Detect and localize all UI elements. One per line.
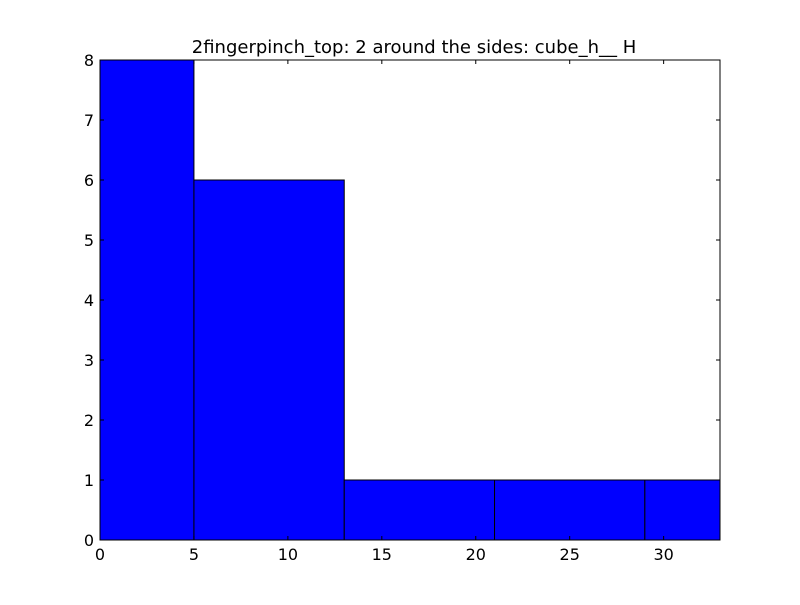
histogram-bar-0 bbox=[99, 59, 195, 541]
y-tick-label-2: 2 bbox=[84, 411, 94, 430]
histogram-bar-1 bbox=[193, 179, 345, 541]
y-tick-label-0: 0 bbox=[84, 531, 94, 550]
y-tick-label-4: 4 bbox=[84, 291, 94, 310]
x-tick-label-2: 10 bbox=[278, 545, 298, 564]
y-tick-label-6: 6 bbox=[84, 171, 94, 190]
x-tick-label-1: 5 bbox=[189, 545, 199, 564]
tick-labels-group: 0 5 10 15 20 25 30 0 1 2 3 4 5 6 7 8 bbox=[84, 51, 674, 564]
x-tick-label-6: 30 bbox=[653, 545, 673, 564]
chart-title: 2fingerpinch_top: 2 around the sides: cu… bbox=[192, 37, 636, 58]
plot-frame bbox=[99, 59, 721, 541]
histogram-bar-2 bbox=[343, 479, 496, 541]
histogram-bar-4 bbox=[644, 479, 721, 541]
y-tick-label-5: 5 bbox=[84, 231, 94, 250]
x-tick-label-4: 20 bbox=[466, 545, 486, 564]
y-tick-label-3: 3 bbox=[84, 351, 94, 370]
x-tick-label-3: 15 bbox=[372, 545, 392, 564]
histogram-bar-3 bbox=[494, 479, 646, 541]
x-tick-label-5: 25 bbox=[560, 545, 580, 564]
bars-group bbox=[99, 59, 721, 541]
y-tick-label-8: 8 bbox=[84, 51, 94, 70]
x-tick-label-0: 0 bbox=[95, 545, 105, 564]
y-tick-label-1: 1 bbox=[84, 471, 94, 490]
y-tick-label-7: 7 bbox=[84, 111, 94, 130]
